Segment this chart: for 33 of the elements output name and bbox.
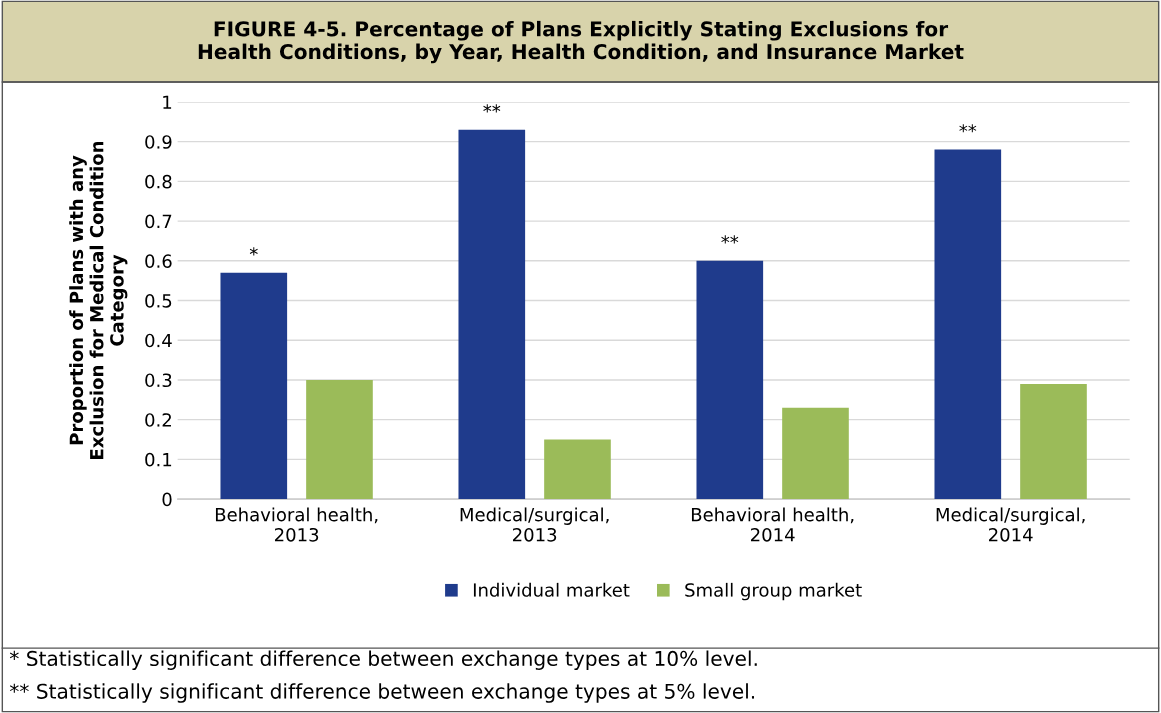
y-tick-label: 0.6 [145, 254, 172, 268]
data-label: ** [483, 104, 501, 113]
bar [306, 379, 373, 500]
y-tick-label: 0.3 [145, 373, 172, 388]
bar [782, 407, 849, 500]
x-tick-label: Medical/surgical, 2013 [460, 507, 609, 542]
bar [544, 439, 611, 500]
chart-title: FIGURE 4-5. Percentage of Plans Explicitly Stating Exclusions for Health Conditions, by Year, Health Condition, and Insurance Market [198, 20, 964, 64]
x-tick-label: Behavioral health, 2014 [691, 507, 854, 542]
y-tick-label: 0.4 [145, 333, 172, 348]
data-label: * [249, 247, 258, 256]
y-tick-label: 0.7 [145, 214, 172, 229]
bar [458, 129, 526, 500]
y-tick-label: 0.2 [145, 413, 171, 427]
x-tick-label: Behavioral health, 2013 [215, 507, 378, 542]
y-tick-label: 0.8 [145, 174, 172, 189]
x-tick-label: Medical/surgical, 2014 [936, 507, 1085, 542]
y-tick-label: 1 [163, 95, 172, 109]
data-label: ** [959, 124, 977, 133]
bar [934, 149, 1002, 500]
bar [1020, 383, 1087, 500]
y-tick-label: 0.9 [145, 135, 172, 149]
y-tick-label: 0.1 [145, 452, 172, 467]
text: * Statistically significant difference between exchange types at 10% level. [9, 650, 757, 670]
y-tick-label: 0 [162, 492, 172, 507]
text: ** Statistically significant difference between exchange types at 5% level. [9, 683, 755, 703]
bar [220, 272, 288, 500]
legend-label: Small group market [685, 582, 862, 601]
y-axis-title: Proportion of Plans with any Exclusion for Medical Condition Category [69, 141, 128, 459]
legend-label: Individual market [473, 582, 630, 597]
bar [696, 260, 764, 500]
data-label: ** [721, 235, 739, 244]
y-tick-label: 0.5 [145, 293, 172, 308]
